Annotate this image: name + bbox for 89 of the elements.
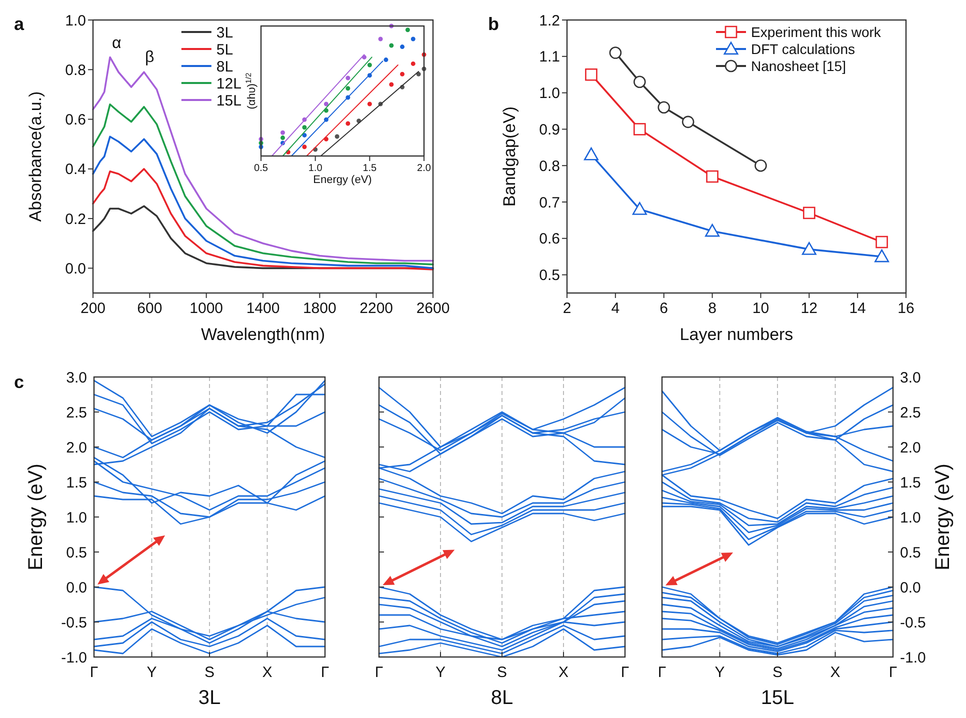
legend-label: Experiment this work (751, 24, 882, 40)
annotation: α (112, 35, 122, 52)
x-tick-label: 16 (898, 300, 914, 317)
y-tick-label: 1.0 (65, 12, 86, 30)
text: c (14, 372, 24, 392)
y2-tick-label: 3.0 (900, 369, 921, 386)
x-axis-title: Energy (eV) (313, 174, 372, 186)
y-tick-label: 1.2 (539, 12, 560, 30)
y-tick-label: 0.6 (65, 112, 86, 129)
y-tick-label: 1.0 (539, 85, 560, 102)
y2-tick-label: 0.0 (900, 579, 921, 596)
y2-tick-label: 1.5 (900, 474, 921, 492)
x-tick-label: 2200 (360, 300, 394, 317)
x-tick-label: Γ (320, 664, 330, 681)
legend-label: 8L (216, 58, 234, 76)
annotation: β (145, 49, 154, 66)
y2-tick-label: 1.0 (900, 509, 921, 526)
x-tick-label: X (830, 664, 840, 681)
x-tick-label: Y (146, 664, 157, 681)
y2-tick-label: -1.0 (900, 649, 926, 666)
x-tick-label: 4 (611, 300, 620, 317)
x-tick-label: 12 (800, 300, 818, 317)
x-tick-label: Γ (620, 664, 630, 681)
x-axis-title: 3L (198, 687, 221, 709)
y-tick-label: 1.5 (66, 474, 87, 492)
y-tick-label: 3.0 (66, 369, 87, 386)
x-tick-label: S (496, 664, 508, 681)
y2-tick-label: 2.5 (900, 404, 921, 422)
y-axis-title: Energy (eV) (25, 464, 47, 570)
y-tick-label: 0.5 (539, 267, 560, 284)
x-tick-label: 2600 (416, 300, 450, 317)
x-tick-label: 1000 (190, 300, 224, 317)
y-tick-label: 2.5 (66, 404, 87, 422)
x-tick-label: 200 (80, 300, 106, 317)
y-axis-title: Absorbance(a.u.) (26, 91, 45, 222)
x-axis-title: 15L (760, 687, 794, 709)
y-tick-label: -1.0 (61, 649, 87, 666)
y-tick-label: 0.6 (539, 230, 560, 248)
y2-tick-label: 2.0 (900, 439, 921, 456)
legend-label: 12L (216, 75, 242, 92)
y-tick-label: 0.0 (65, 260, 86, 278)
y-tick-label: 0.8 (539, 158, 560, 175)
y-axis-title: Bandgap(eV) (500, 106, 519, 207)
x-tick-label: 1.5 (362, 163, 378, 174)
x-tick-label: Y (435, 664, 446, 681)
x-tick-label: 0.5 (254, 163, 268, 174)
y-tick-label: 0.7 (539, 194, 560, 212)
x-tick-label: 1800 (302, 300, 336, 317)
x-tick-label: S (204, 664, 215, 681)
x-tick-label: 2 (562, 300, 572, 317)
y-tick-label: 0.5 (66, 544, 87, 562)
x-tick-label: S (772, 664, 783, 681)
legend-label: 15L (216, 92, 242, 110)
y2-axis-title: Energy (eV) (932, 464, 954, 570)
x-tick-label: 2.0 (417, 163, 432, 174)
y2-tick-label: -0.5 (900, 614, 926, 632)
y-tick-label: 0.8 (65, 62, 86, 79)
x-tick-label: 8 (708, 300, 716, 317)
text: b (488, 14, 499, 34)
y-tick-label: 1.1 (539, 48, 560, 66)
x-tick-label: Γ (658, 664, 666, 681)
x-axis-title: Layer numbers (680, 325, 794, 344)
legend-label: DFT calculations (751, 40, 856, 57)
x-tick-label: Γ (374, 664, 384, 681)
y-tick-label: 2.0 (66, 439, 87, 456)
legend-label: 3L (216, 24, 234, 42)
y-tick-label: 0.9 (539, 121, 560, 138)
y-tick-label: 1.0 (66, 509, 87, 526)
x-axis-title: Wavelength(nm) (200, 325, 326, 344)
x-tick-label: X (558, 664, 569, 681)
y-tick-label: -0.5 (61, 614, 87, 632)
x-tick-label: Γ (888, 664, 898, 681)
x-tick-label: 600 (137, 300, 162, 317)
x-tick-label: 6 (660, 300, 668, 317)
x-tick-label: 10 (752, 300, 770, 317)
x-axis-title: 8L (490, 687, 514, 709)
y-tick-label: 0.2 (65, 210, 86, 228)
y2-tick-label: 0.5 (900, 544, 921, 562)
text: a (14, 14, 25, 34)
x-tick-label: Γ (90, 664, 98, 681)
y-tick-label: 0.0 (66, 579, 87, 596)
x-tick-label: 1400 (246, 300, 280, 317)
x-tick-label: X (262, 664, 272, 681)
x-tick-label: Y (714, 664, 725, 681)
legend-label: 5L (216, 41, 234, 58)
y-tick-label: 0.4 (65, 161, 86, 178)
x-tick-label: 14 (849, 300, 866, 317)
legend-label: Nanosheet [15] (751, 58, 846, 74)
x-tick-label: 1.0 (308, 163, 323, 174)
